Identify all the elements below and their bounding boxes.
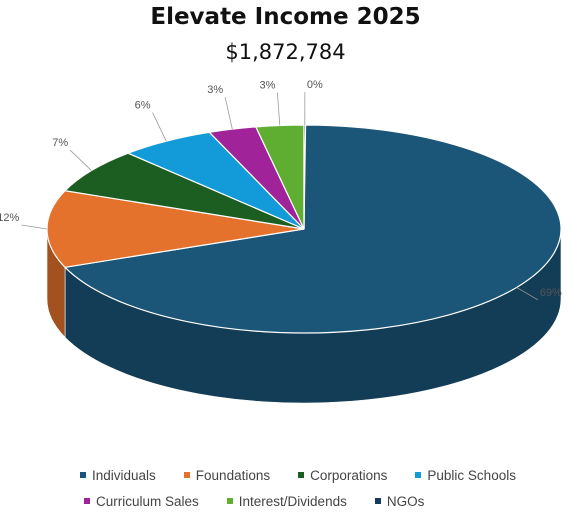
leader-line: [69, 149, 92, 171]
chart-subtitle: $1,872,784: [225, 40, 346, 64]
legend-swatch: [84, 498, 90, 504]
legend-swatch: [415, 472, 422, 478]
leader-line: [152, 112, 167, 142]
legend-item-public-schools: Public Schools: [415, 468, 516, 483]
leader-line: [224, 97, 233, 130]
data-label: 3%: [259, 79, 275, 91]
chart-legend: Individuals Foundations Corporations Pub…: [60, 462, 560, 514]
legend-swatch: [80, 472, 86, 478]
leader-line: [276, 92, 281, 126]
data-label: 12%: [0, 212, 20, 224]
legend-label: Interest/Dividends: [238, 493, 347, 509]
legend-swatch: [374, 498, 381, 504]
data-label: 3%: [207, 84, 223, 96]
data-label: 0%: [307, 79, 323, 91]
legend-label: Public Schools: [427, 467, 516, 483]
legend-swatch: [226, 498, 233, 504]
legend-label: Corporations: [310, 467, 388, 483]
pie-slice: [46, 190, 305, 268]
legend-label: Curriculum Sales: [96, 493, 199, 509]
legend-item-individuals: Individuals: [80, 468, 156, 483]
legend-item-curriculum-sales: Curriculum Sales: [84, 494, 199, 509]
legend-swatch: [298, 472, 305, 478]
legend-label: Individuals: [92, 467, 156, 483]
legend-item-corporations: Corporations: [298, 468, 387, 483]
leader-line: [21, 224, 48, 230]
chart-title: Elevate Income 2025: [150, 4, 421, 30]
data-label: 7%: [52, 137, 68, 149]
pie-slice: [63, 124, 562, 334]
leader-line: [516, 287, 539, 301]
legend-label: NGOs: [386, 493, 425, 509]
pie-slice: [303, 124, 307, 230]
legend-item-foundations: Foundations: [183, 467, 271, 483]
legend-item-ngos: NGOs: [374, 493, 425, 509]
legend-item-interest-dividends: Interest/Dividends: [226, 493, 347, 509]
data-label: 69%: [540, 287, 562, 299]
pie-slice: [63, 152, 305, 230]
legend-label: Foundations: [195, 467, 271, 483]
legend-swatch: [183, 472, 190, 478]
data-label: 6%: [135, 100, 151, 112]
